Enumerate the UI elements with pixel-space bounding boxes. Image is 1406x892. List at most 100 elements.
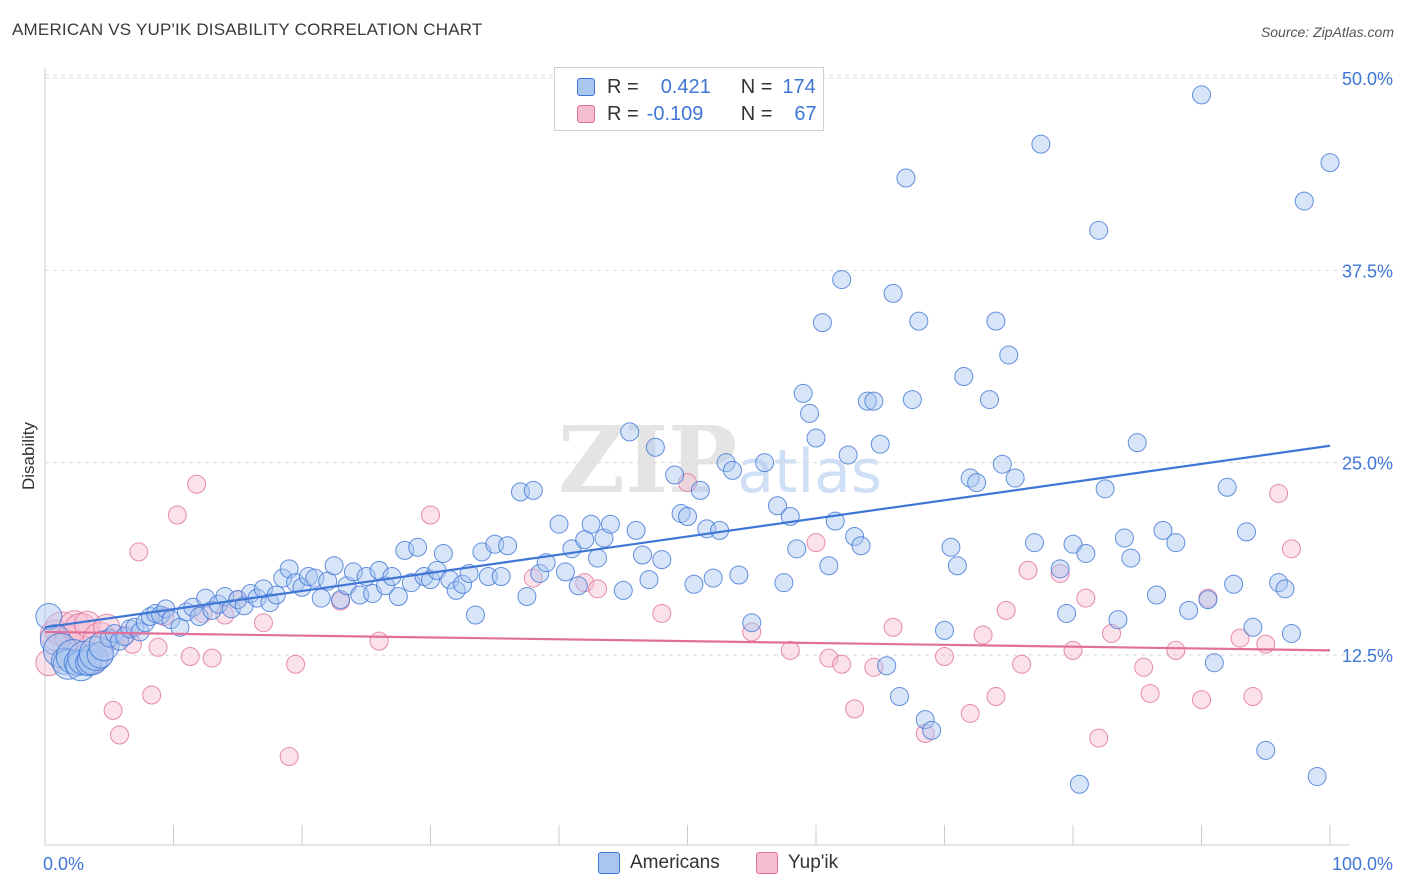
american-point [555, 562, 575, 582]
american-point [517, 587, 537, 607]
legend-r-value: -0.109 [646, 102, 704, 125]
yupik-point [986, 687, 1006, 707]
american-point [947, 556, 967, 576]
american-point [870, 434, 890, 454]
legend-swatch-americans [577, 78, 595, 96]
american-point [324, 556, 344, 576]
american-point [408, 537, 428, 557]
american-point [890, 687, 910, 707]
x-tick-label: 100.0% [1332, 854, 1393, 874]
american-point [1005, 468, 1025, 488]
american-point [260, 593, 280, 613]
american-point [1147, 585, 1167, 605]
american-point [1204, 653, 1224, 673]
american-point [1069, 774, 1089, 794]
american-point [857, 391, 877, 411]
american-point [35, 603, 63, 631]
yupik-point [1134, 657, 1154, 677]
yupik-point [1050, 563, 1070, 583]
american-point [806, 428, 826, 448]
american-point [979, 390, 999, 410]
american-point [845, 527, 865, 547]
yupik-point [253, 613, 273, 633]
american-point [645, 437, 665, 457]
american-point [819, 556, 839, 576]
american-point [1024, 533, 1044, 553]
american-point [690, 480, 710, 500]
bottom-legend-swatch-americans [598, 852, 620, 874]
bottom-legend-yupik: Yup'ik [756, 852, 838, 874]
legend-n-value: 67 [794, 102, 817, 125]
american-point [633, 545, 653, 565]
american-point [530, 563, 550, 583]
american-point [498, 536, 518, 556]
bottom-legend-label-yupik: Yup'ik [788, 852, 839, 873]
american-point [600, 514, 620, 534]
american-point [1217, 477, 1237, 497]
american-point [421, 570, 440, 590]
yupik-point [588, 579, 608, 599]
yupik-point [1243, 687, 1263, 707]
yupik-point [883, 617, 903, 637]
american-point [832, 270, 852, 290]
american-point [729, 565, 749, 585]
yupik-point [421, 505, 440, 525]
american-point [703, 568, 723, 588]
american-point [1307, 767, 1327, 787]
american-point [922, 720, 942, 740]
grid-lines [45, 74, 1392, 656]
american-point [684, 574, 704, 594]
american-point [1224, 574, 1244, 594]
american-point [376, 576, 396, 596]
american-point [581, 514, 601, 534]
american-point [967, 473, 987, 493]
legend-r-label: R = [607, 102, 639, 125]
yupik-point [1076, 588, 1096, 608]
american-point [1256, 740, 1276, 760]
yupik-point [845, 699, 865, 719]
yupik-point [279, 747, 299, 767]
y-tick-label: 25.0% [1342, 454, 1393, 474]
bottom-legend-swatch-yupik [756, 852, 778, 874]
yupik-point [110, 725, 130, 745]
american-point [992, 454, 1012, 474]
american-point [812, 313, 832, 333]
legend-n-label: N = [740, 75, 773, 98]
american-point [1076, 543, 1096, 563]
american-point [1121, 548, 1141, 568]
american-point [86, 641, 114, 669]
yupik-point [996, 600, 1016, 620]
legend-n-label: N = [740, 102, 773, 125]
american-point [986, 311, 1006, 331]
yupik-point [180, 647, 200, 667]
bottom-legend-label-americans: Americans [630, 852, 720, 873]
american-point [1089, 220, 1109, 240]
american-point [941, 537, 961, 557]
american-point [665, 465, 685, 485]
y-tick-label: 37.5% [1342, 261, 1393, 281]
american-point [1063, 534, 1083, 554]
yupik-point [167, 505, 187, 525]
trend-lines [44, 444, 1331, 652]
x-tick-label: 0.0% [43, 854, 84, 874]
yupik-point [1102, 623, 1122, 643]
yupik-point [142, 685, 162, 705]
american-point [305, 568, 325, 588]
bottom-legend-americans: Americans [598, 852, 720, 874]
american-point [189, 607, 209, 627]
legend-n-value: 174 [782, 75, 816, 98]
american-point [1153, 520, 1173, 540]
american-point [221, 599, 241, 619]
american-point [433, 543, 453, 563]
american-point [1198, 590, 1218, 610]
american-point [909, 311, 929, 331]
american-point [388, 587, 408, 607]
american-point [1179, 600, 1199, 620]
yupik-point [103, 700, 123, 720]
legend-r-label: R = [607, 75, 639, 98]
legend-swatch-yupik [577, 105, 595, 123]
american-point [273, 568, 293, 588]
american-point [453, 574, 473, 594]
american-point [1275, 579, 1295, 599]
